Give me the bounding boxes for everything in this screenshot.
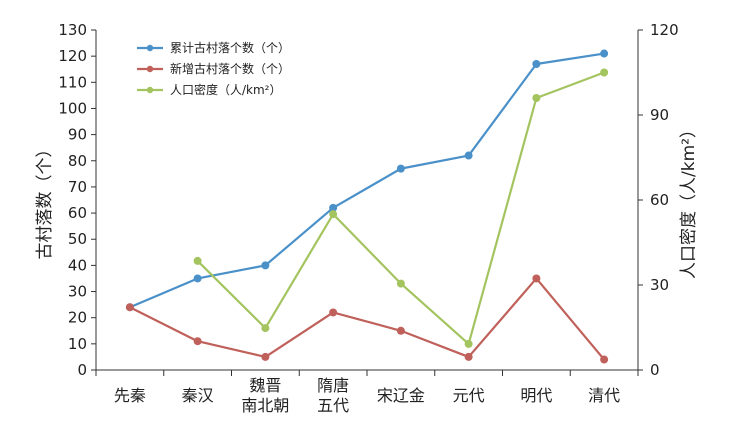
data-point (396, 326, 405, 335)
legend-marker (146, 44, 154, 52)
series-line-3 (196, 71, 605, 346)
y-tick-label: 0 (77, 361, 87, 379)
x-tick-label: 魏晋南北朝 (241, 376, 289, 415)
x-tick-label-line: 宋辽金 (377, 386, 425, 405)
y2-tick-label: 60 (650, 191, 669, 209)
x-tick-label: 元代 (453, 386, 485, 405)
x-tick-label: 先秦 (114, 386, 146, 405)
data-point (193, 274, 202, 283)
y-tick-label: 40 (68, 256, 87, 274)
y-tick-label: 100 (58, 99, 87, 117)
data-point (532, 60, 541, 68)
x-tick-label-line: 元代 (453, 386, 485, 405)
data-point (329, 308, 338, 317)
tick-labels: 0 10 20 30 40 50 60 70 80 90 100 110 120 130 0 30 60 90 12… (58, 21, 678, 415)
data-point (532, 94, 541, 102)
y-tick-label: 60 (68, 204, 87, 222)
data-point (125, 303, 134, 312)
data-point (193, 337, 202, 346)
y2-tick-label: 0 (650, 361, 660, 379)
data-point (329, 203, 338, 212)
axes (91, 29, 643, 376)
x-tick-label-line: 先秦 (114, 386, 146, 405)
data-point (396, 164, 405, 173)
data-point (464, 151, 473, 160)
y-tick-label: 20 (68, 309, 87, 327)
x-tick-label: 秦汉 (182, 386, 214, 405)
data-point (600, 49, 609, 58)
x-tick-label: 宋辽金 (377, 386, 425, 405)
x-tick-label: 明代 (520, 386, 552, 405)
data-point (600, 355, 609, 364)
series-line-2 (129, 277, 605, 361)
y-tick-label: 130 (58, 21, 87, 39)
y-tick-label: 10 (68, 335, 87, 353)
x-tick-label-line: 五代 (317, 396, 349, 415)
y-tick-label: 80 (68, 152, 87, 170)
data-point (329, 210, 338, 219)
y-tick-label: 30 (68, 283, 87, 301)
data-point (464, 339, 473, 348)
series-layer (125, 49, 609, 364)
legend-marker (146, 86, 154, 94)
x-tick-label-line: 明代 (520, 386, 552, 405)
y-axis-title: 古村落数（个） (35, 141, 55, 260)
x-tick-label-line: 隋唐 (317, 376, 349, 395)
data-point (600, 68, 609, 77)
data-point (396, 279, 405, 288)
x-tick-label: 清代 (588, 386, 620, 405)
y-tick-label: 120 (58, 47, 87, 65)
data-point (193, 256, 202, 265)
series-line-1 (129, 52, 605, 309)
y-tick-label: 90 (68, 126, 87, 144)
y-tick-label: 50 (68, 230, 87, 248)
x-tick-label: 隋唐五代 (317, 376, 349, 415)
y2-tick-label: 30 (650, 276, 669, 294)
y-tick-label: 70 (68, 178, 87, 196)
y2-tick-label: 90 (650, 106, 669, 124)
legend: 累计古村落个数（个） 新增古村落个数（个） 人口密度（人/km²） (137, 40, 290, 97)
x-tick-label-line: 清代 (588, 386, 620, 405)
legend-marker (146, 65, 154, 73)
x-tick-label-line: 南北朝 (241, 396, 289, 415)
data-point (464, 352, 473, 361)
x-tick-label-line: 魏晋 (249, 376, 281, 395)
y2-tick-label: 120 (650, 21, 679, 39)
legend-label: 累计古村落个数（个） (170, 40, 290, 55)
legend-label: 新增古村落个数（个） (170, 61, 290, 76)
data-point (532, 274, 541, 283)
y-tick-label: 110 (58, 73, 87, 91)
y2-axis-title: 人口密度（人/km²） (679, 121, 699, 279)
data-point (261, 261, 270, 270)
data-point (261, 324, 270, 333)
data-point (261, 352, 270, 361)
x-tick-label-line: 秦汉 (182, 386, 214, 405)
legend-label: 人口密度（人/km²） (170, 82, 282, 97)
